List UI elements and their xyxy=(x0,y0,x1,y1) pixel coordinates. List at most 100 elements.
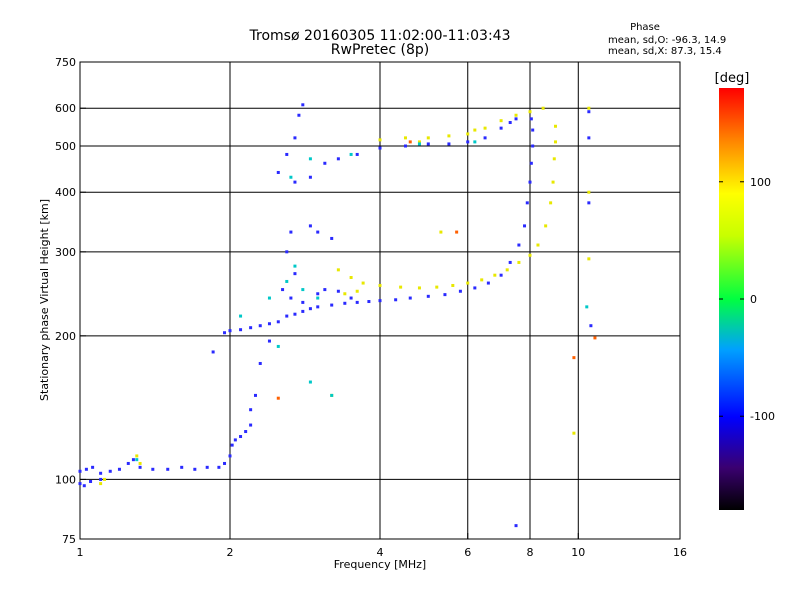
data-point xyxy=(249,408,253,412)
data-point xyxy=(499,119,503,123)
data-point xyxy=(349,152,353,156)
data-point xyxy=(249,326,253,330)
data-point xyxy=(536,243,540,247)
data-point xyxy=(91,465,95,469)
data-point xyxy=(205,465,209,469)
y-tick-label: 75 xyxy=(62,533,76,546)
plot-area: 1 2 4 6 8 10 16 75 100 200 300 400 500 600 750 xyxy=(55,56,687,559)
data-point xyxy=(517,260,521,264)
data-point xyxy=(78,482,82,486)
data-point xyxy=(289,230,293,234)
data-point xyxy=(138,461,142,465)
data-point xyxy=(458,289,462,293)
data-point xyxy=(301,309,305,313)
data-point xyxy=(336,268,340,272)
data-point xyxy=(330,236,334,240)
data-point xyxy=(572,356,576,360)
data-point xyxy=(466,281,470,285)
data-point xyxy=(301,288,305,292)
data-point xyxy=(378,146,382,150)
data-point xyxy=(426,136,430,140)
data-point xyxy=(230,443,234,447)
data-point xyxy=(285,314,289,318)
data-point xyxy=(508,260,512,264)
data-point xyxy=(99,477,103,481)
x-tick-label: 10 xyxy=(571,546,585,559)
data-point xyxy=(499,273,503,277)
data-point xyxy=(108,469,112,473)
data-point xyxy=(378,283,382,287)
data-point xyxy=(289,175,293,179)
data-point xyxy=(593,336,597,340)
data-point xyxy=(138,465,142,469)
data-point xyxy=(505,268,509,272)
colorbar-label: [deg] xyxy=(715,71,750,86)
data-point xyxy=(514,117,518,121)
data-point xyxy=(587,110,591,114)
data-point xyxy=(589,324,593,328)
data-point xyxy=(297,113,301,117)
x-tick-label: 8 xyxy=(527,546,534,559)
x-axis-ticks: 1 2 4 6 8 10 16 xyxy=(77,533,687,559)
data-point xyxy=(276,344,280,348)
data-point xyxy=(451,283,455,287)
data-point xyxy=(378,299,382,303)
data-point xyxy=(293,180,297,184)
data-point xyxy=(103,477,107,481)
y-tick-label: 100 xyxy=(55,473,76,486)
colorbar-ticks: 100 0 -100 xyxy=(719,176,775,423)
phase-header: Phase xyxy=(630,22,660,33)
data-point xyxy=(239,328,243,332)
data-point xyxy=(253,393,257,397)
data-point xyxy=(403,144,407,148)
data-point xyxy=(336,157,340,161)
data-point xyxy=(544,224,548,228)
data-point xyxy=(587,190,591,194)
data-point xyxy=(493,273,497,277)
data-point xyxy=(426,142,430,146)
data-point xyxy=(323,161,327,165)
chart-title: Tromsø 20160305 11:02:00-11:03:43 xyxy=(249,28,511,44)
data-point xyxy=(228,454,232,458)
data-point xyxy=(99,482,103,486)
data-point xyxy=(455,230,459,234)
data-point xyxy=(466,140,470,144)
data-point xyxy=(131,458,135,462)
colorbar-gradient xyxy=(719,88,744,510)
data-point xyxy=(316,305,320,309)
data-point xyxy=(330,393,334,397)
data-point xyxy=(244,430,248,434)
data-point xyxy=(473,286,477,290)
y-tick-label: 750 xyxy=(55,56,76,69)
data-point xyxy=(499,126,503,130)
data-point xyxy=(531,128,535,132)
data-point xyxy=(528,253,532,257)
data-point xyxy=(473,140,477,144)
data-point xyxy=(308,157,312,161)
x-tick-label: 1 xyxy=(77,546,84,559)
data-point xyxy=(367,300,371,304)
x-tick-label: 6 xyxy=(464,546,471,559)
data-point xyxy=(267,322,271,326)
data-point xyxy=(82,484,86,488)
x-tick-label: 4 xyxy=(377,546,384,559)
data-point xyxy=(587,106,591,110)
data-point xyxy=(117,467,121,471)
data-point xyxy=(473,128,477,132)
data-point xyxy=(89,479,93,483)
data-point xyxy=(514,524,518,528)
data-point xyxy=(267,296,271,300)
data-point xyxy=(439,230,443,234)
data-point xyxy=(587,201,591,205)
data-point xyxy=(308,380,312,384)
phase-mean-o: mean, sd,O: -96.3, 14.9 xyxy=(608,35,726,46)
data-point xyxy=(239,435,243,439)
data-point xyxy=(417,142,421,146)
y-axis-ticks: 75 100 200 300 400 500 600 750 xyxy=(55,56,86,546)
data-point xyxy=(447,134,451,138)
data-point xyxy=(285,250,289,254)
data-point xyxy=(330,303,334,307)
data-point xyxy=(378,138,382,142)
data-point xyxy=(217,465,221,469)
data-point xyxy=(293,264,297,268)
